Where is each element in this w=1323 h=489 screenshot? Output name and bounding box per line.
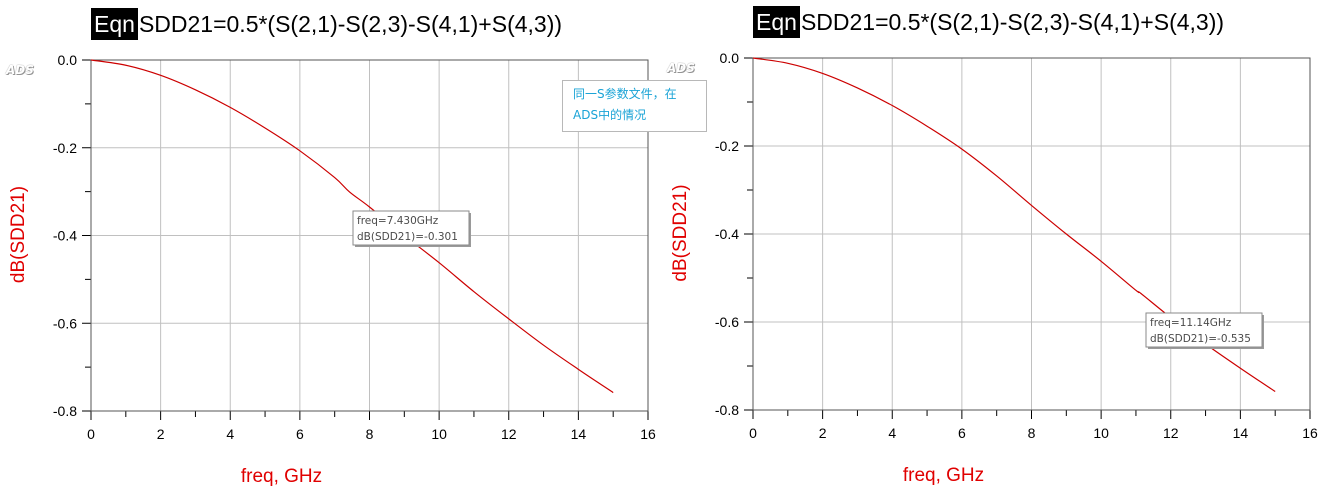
axes: 0 2 4 6 8 10 12 14 16 0.0 -0.2 -0.4 -0.6 -0.8 xyxy=(715,50,1318,441)
x-tick-label: 16 xyxy=(640,426,656,442)
plot-frame xyxy=(90,59,649,412)
equation-text: SDD21=0.5*(S(2,1)-S(2,3)-S(4,1)+S(4,3)) xyxy=(138,10,563,37)
marker-readout: freq=11.14GHz dB(SDD21)=-0.535 xyxy=(1145,312,1264,349)
equation-title: Eqn SDD21=0.5*(S(2,1)-S(2,3)-S(4,1)+S(4,3… xyxy=(753,5,1224,39)
x-tick-label: 10 xyxy=(1093,425,1109,441)
x-tick-label: 0 xyxy=(749,425,757,441)
eqn-badge: Eqn xyxy=(91,8,138,40)
ads-watermark: ADS xyxy=(667,61,695,75)
marker-box xyxy=(352,210,470,246)
chart-panel-left: Eqn SDD21=0.5*(S(2,1)-S(2,3)-S(4,1)+S(4,3… xyxy=(0,0,661,489)
marker-value: dB(SDD21)=-0.301 xyxy=(357,231,458,243)
x-tick-label: 4 xyxy=(888,425,896,441)
x-tick-label: 14 xyxy=(571,426,587,442)
x-tick-label: 6 xyxy=(958,425,966,441)
x-tick-label: 16 xyxy=(1302,425,1318,441)
x-tick-label: 12 xyxy=(1163,425,1179,441)
y-tick-label: -0.2 xyxy=(715,138,739,154)
y-axis-label: dB(SDD21) xyxy=(670,184,691,281)
equation-text: SDD21=0.5*(S(2,1)-S(2,3)-S(4,1)+S(4,3)) xyxy=(800,8,1225,35)
y-tick-label: 0.0 xyxy=(720,50,740,66)
y-tick-label: -0.8 xyxy=(715,402,739,418)
y-tick-label: 0.0 xyxy=(58,52,78,68)
y-tick-label: -0.6 xyxy=(715,314,739,330)
y-axis-label: dB(SDD21) xyxy=(8,186,29,283)
axes: 0 2 4 6 8 10 12 14 16 0.0 -0.2 -0.4 -0.6 -0.8 xyxy=(53,52,656,442)
marker-readout: freq=7.430GHz dB(SDD21)=-0.301 xyxy=(352,210,471,247)
grid xyxy=(752,57,1311,411)
x-tick-label: 14 xyxy=(1233,425,1249,441)
y-tick-label: -0.4 xyxy=(53,228,77,244)
x-tick-label: 8 xyxy=(366,426,374,442)
line-chart: 0 2 4 6 8 10 12 14 16 0.0 -0.2 -0.4 -0.6 -0.8 freq, GH… xyxy=(8,52,656,487)
marker-freq: freq=11.14GHz xyxy=(1150,317,1232,329)
eqn-badge: Eqn xyxy=(753,6,800,38)
y-tick-label: -0.8 xyxy=(53,403,77,419)
annotation-note: 同一S参数文件，在 ADS中的情况 xyxy=(562,80,707,132)
annotation-line-2: ADS中的情况 xyxy=(573,108,647,122)
y-tick-label: -0.2 xyxy=(53,140,77,156)
marker-value: dB(SDD21)=-0.535 xyxy=(1150,333,1251,345)
y-tick-label: -0.6 xyxy=(53,315,77,331)
line-chart: 0 2 4 6 8 10 12 14 16 0.0 -0.2 -0.4 -0.6 -0.8 freq, GH… xyxy=(670,50,1318,486)
marker-freq: freq=7.430GHz xyxy=(357,215,439,227)
ads-watermark: ADS xyxy=(6,63,34,77)
chart-panel-right: Eqn SDD21=0.5*(S(2,1)-S(2,3)-S(4,1)+S(4,3… xyxy=(661,0,1323,489)
x-tick-label: 2 xyxy=(819,425,827,441)
x-tick-label: 8 xyxy=(1028,425,1036,441)
x-tick-label: 0 xyxy=(87,426,95,442)
x-tick-label: 10 xyxy=(431,426,447,442)
x-axis-label: freq, GHz xyxy=(241,466,322,487)
x-tick-label: 6 xyxy=(296,426,304,442)
y-tick-label: -0.4 xyxy=(715,226,739,242)
x-tick-label: 12 xyxy=(501,426,517,442)
equation-title: Eqn SDD21=0.5*(S(2,1)-S(2,3)-S(4,1)+S(4,3… xyxy=(91,7,562,41)
series-line xyxy=(90,59,614,394)
plot-frame xyxy=(752,57,1311,411)
x-tick-label: 4 xyxy=(226,426,234,442)
x-tick-label: 2 xyxy=(157,426,165,442)
x-axis-label: freq, GHz xyxy=(903,465,984,486)
annotation-line-1: 同一S参数文件，在 xyxy=(573,87,677,101)
marker-box xyxy=(1145,312,1263,348)
